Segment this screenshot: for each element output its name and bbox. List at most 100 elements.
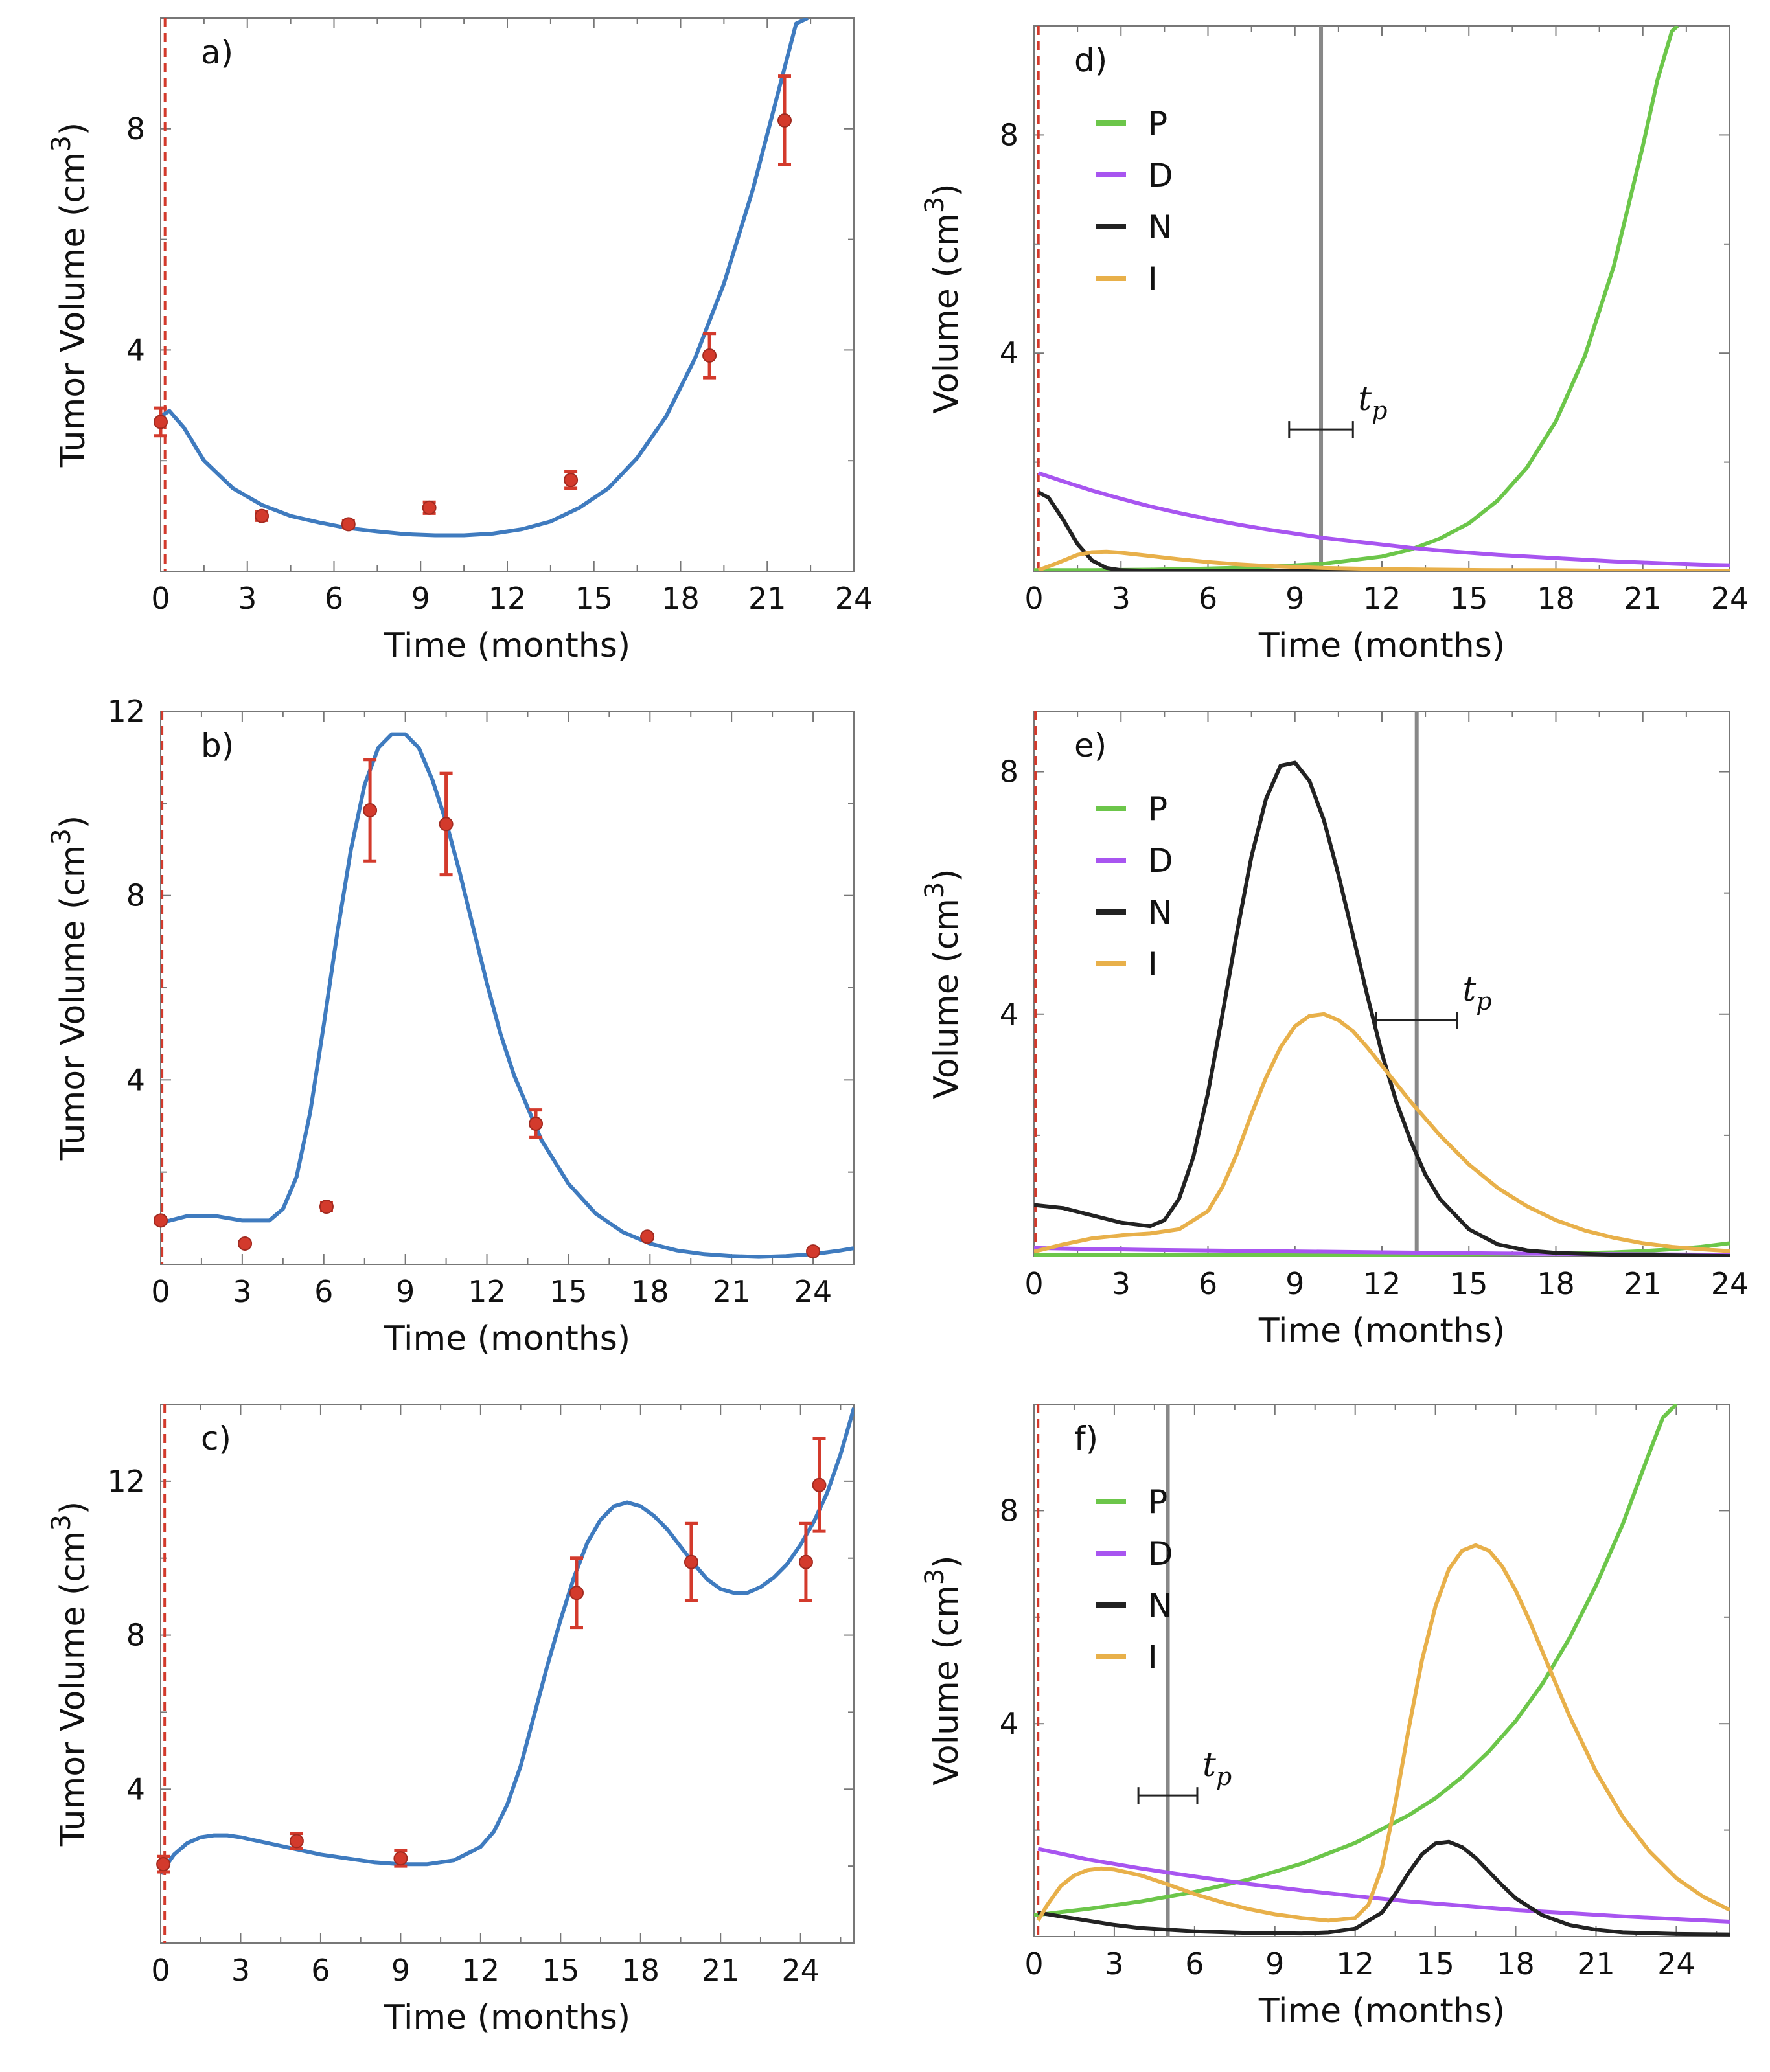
x-tick-label: 12 xyxy=(468,1274,506,1309)
x-tick-label: 24 xyxy=(1711,1266,1749,1301)
x-tick-label: 0 xyxy=(151,581,170,616)
x-tick-label: 9 xyxy=(391,1953,410,1988)
data-point xyxy=(569,1556,584,1630)
x-tick-label: 0 xyxy=(1024,1946,1043,1981)
panel-label: c) xyxy=(201,1420,231,1457)
chart-panel-d: 0 3 6 9 12 15 18 21 24 4 8 Time (months) Volume (cm3… xyxy=(920,25,1749,665)
plot-frame xyxy=(1033,711,1730,1257)
x-tick-label: 3 xyxy=(238,581,257,616)
y-tick-label: 4 xyxy=(1000,336,1018,370)
x-axis-label: Time (months) xyxy=(1258,626,1505,665)
x-tick-label: 6 xyxy=(325,581,343,616)
legend-item-P: P xyxy=(1096,105,1167,142)
x-tick-label: 6 xyxy=(1185,1946,1204,1981)
x-tick-label: 18 xyxy=(621,1953,660,1988)
legend-label: N xyxy=(1148,209,1172,246)
chart-panel-c: 0 3 6 9 12 15 18 21 24 4 8 12 Time (months) Tumor Vol… xyxy=(47,1404,855,2037)
legend-item-D: D xyxy=(1096,157,1173,194)
series-line-D xyxy=(1037,471,1730,567)
series-line-P xyxy=(1034,26,1679,571)
x-tick-label: 6 xyxy=(311,1953,330,1988)
y-tick-label: 4 xyxy=(126,1771,145,1806)
data-point xyxy=(154,1213,168,1228)
data-point xyxy=(564,470,579,490)
data-point xyxy=(640,1229,655,1244)
y-axis-label: Tumor Volume (cm3) xyxy=(47,122,93,468)
legend-label: P xyxy=(1148,790,1167,828)
x-tick-label: 9 xyxy=(411,581,430,616)
model-fit-line xyxy=(161,1407,854,1875)
x-tick-label: 9 xyxy=(1285,1266,1304,1301)
x-tick-label: 0 xyxy=(151,1274,170,1309)
y-axis-label: Tumor Volume (cm3) xyxy=(47,815,93,1161)
x-tick-label: 15 xyxy=(575,581,613,616)
y-axis-label: Tumor Volume (cm3) xyxy=(47,1501,93,1847)
model-fit-line xyxy=(161,18,809,538)
x-tick-label: 3 xyxy=(233,1274,251,1309)
y-tick-label: 8 xyxy=(126,878,145,913)
chart-panel-f: 0 3 6 9 12 15 18 21 24 4 8 Time (months) Volume (cm3… xyxy=(920,1404,1730,2031)
y-tick-label: 12 xyxy=(107,694,145,729)
panel-label: f) xyxy=(1074,1420,1098,1457)
x-tick-label: 15 xyxy=(549,1274,588,1309)
data-point xyxy=(529,1108,544,1139)
legend-item-P: P xyxy=(1096,1483,1167,1521)
x-tick-label: 6 xyxy=(314,1274,333,1309)
legend-label: P xyxy=(1148,1483,1167,1521)
x-tick-label: 21 xyxy=(748,581,787,616)
data-point xyxy=(777,74,792,166)
x-tick-label: 3 xyxy=(1112,1266,1131,1301)
data-point xyxy=(154,406,168,438)
legend-item-N: N xyxy=(1096,894,1172,931)
panel-label: a) xyxy=(201,34,233,71)
data-point xyxy=(238,1236,253,1251)
tp-label: tp xyxy=(1358,380,1387,425)
x-tick-label: 18 xyxy=(631,1274,669,1309)
plot-frame xyxy=(1033,1404,1730,1937)
x-tick-label: 18 xyxy=(661,581,700,616)
x-tick-label: 24 xyxy=(781,1953,820,1988)
legend-item-N: N xyxy=(1096,1587,1172,1624)
y-tick-label: 8 xyxy=(1000,117,1018,152)
plot-frame xyxy=(1033,25,1730,572)
y-tick-label: 4 xyxy=(126,1062,145,1097)
x-tick-label: 12 xyxy=(1363,581,1401,616)
x-axis-label: Time (months) xyxy=(1258,1312,1505,1350)
legend-label: N xyxy=(1148,894,1172,931)
x-tick-label: 18 xyxy=(1537,1266,1575,1301)
plot-frame xyxy=(160,711,855,1265)
legend-item-D: D xyxy=(1096,842,1173,880)
legend-label: N xyxy=(1148,1587,1172,1624)
x-tick-label: 21 xyxy=(1577,1946,1615,1981)
x-tick-label: 0 xyxy=(1024,581,1043,616)
x-tick-label: 12 xyxy=(1363,1266,1401,1301)
chart-panel-a: 0 3 6 9 12 15 18 21 24 4 8 Time (months) Tumor Volum… xyxy=(47,17,873,665)
x-tick-label: 9 xyxy=(396,1274,415,1309)
x-tick-label: 24 xyxy=(794,1274,833,1309)
x-tick-label: 15 xyxy=(1450,1266,1488,1301)
panel-label: b) xyxy=(201,727,234,764)
x-tick-label: 6 xyxy=(1199,581,1217,616)
x-tick-label: 0 xyxy=(151,1953,170,1988)
chart-panel-b: 0 3 6 9 12 15 18 21 24 4 8 12 Time (months) Tumor Vol… xyxy=(47,694,855,1358)
x-tick-label: 18 xyxy=(1537,581,1575,616)
x-tick-label: 24 xyxy=(835,581,873,616)
legend-label: I xyxy=(1148,1639,1158,1676)
x-tick-label: 6 xyxy=(1199,1266,1217,1301)
legend-label: I xyxy=(1148,260,1158,298)
legend-label: D xyxy=(1148,157,1173,194)
tp-label: tp xyxy=(1202,1746,1232,1791)
x-tick-label: 18 xyxy=(1497,1946,1535,1981)
data-point xyxy=(684,1521,698,1602)
x-tick-label: 3 xyxy=(1112,581,1131,616)
data-point xyxy=(341,517,356,532)
legend-label: I xyxy=(1148,946,1158,983)
data-point xyxy=(319,1200,334,1214)
x-tick-label: 3 xyxy=(1105,1946,1123,1981)
y-tick-label: 8 xyxy=(126,1618,145,1653)
y-tick-label: 12 xyxy=(107,1464,145,1499)
data-point xyxy=(255,508,270,523)
x-tick-label: 24 xyxy=(1657,1946,1695,1981)
panel-label: d) xyxy=(1074,41,1107,79)
y-tick-label: 8 xyxy=(126,111,145,146)
